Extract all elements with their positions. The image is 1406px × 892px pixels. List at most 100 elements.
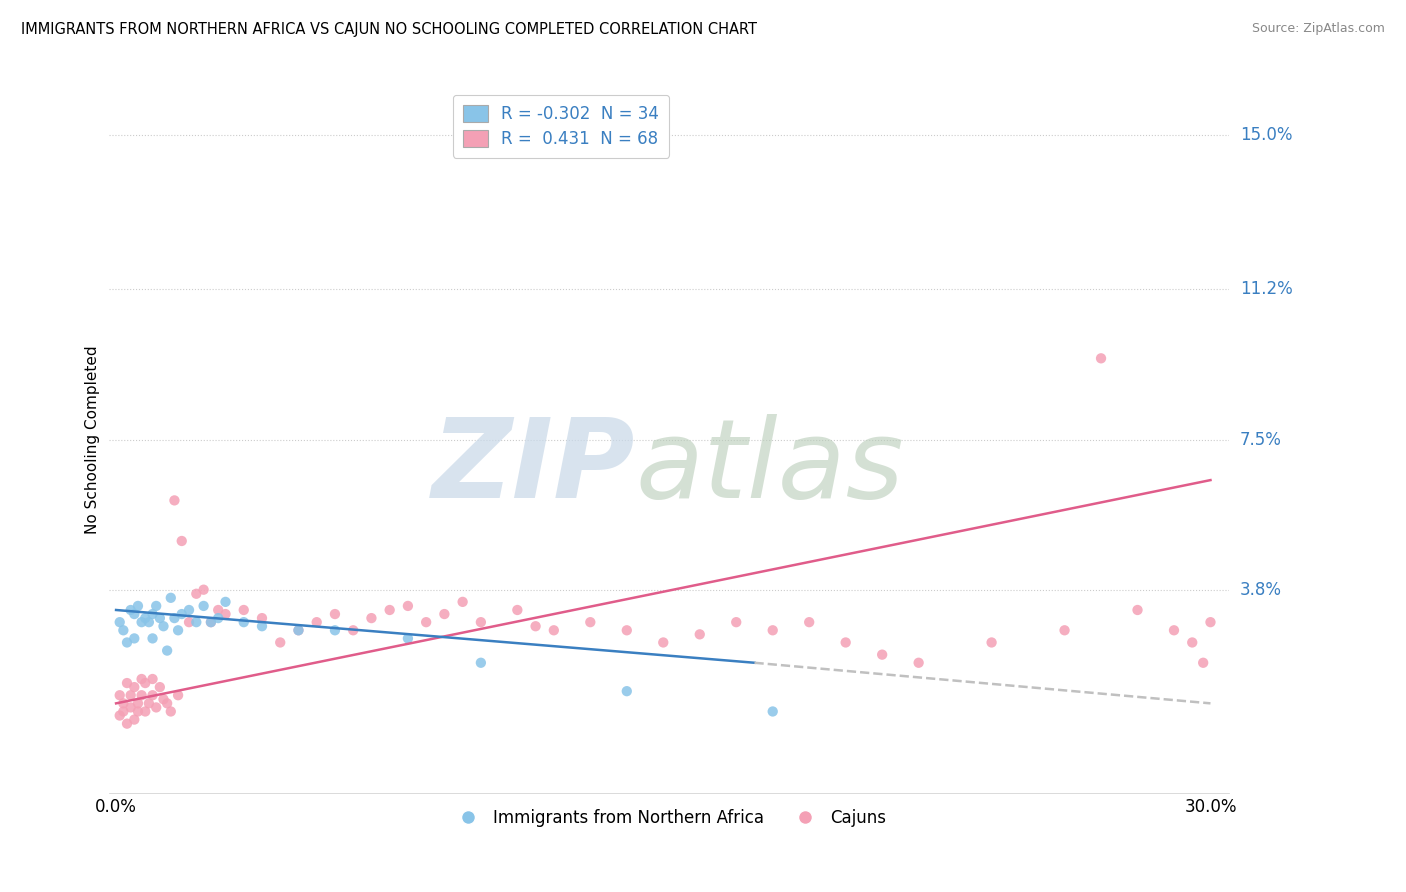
Point	[250, 619, 273, 633]
Point	[287, 624, 309, 638]
Point	[323, 624, 346, 638]
Point	[124, 713, 146, 727]
Text: 7.5%: 7.5%	[1240, 431, 1282, 449]
Point	[980, 635, 1002, 649]
Point	[269, 635, 291, 649]
Point	[124, 680, 146, 694]
Point	[108, 708, 131, 723]
Point	[433, 607, 456, 621]
Point	[1126, 603, 1149, 617]
Point	[200, 615, 222, 629]
Point	[652, 635, 675, 649]
Point	[470, 615, 492, 629]
Text: atlas: atlas	[636, 414, 904, 521]
Point	[141, 607, 163, 621]
Text: 3.8%: 3.8%	[1240, 581, 1282, 599]
Point	[214, 595, 236, 609]
Point	[360, 611, 382, 625]
Point	[305, 615, 328, 629]
Point	[1090, 351, 1112, 366]
Point	[145, 700, 167, 714]
Point	[112, 624, 135, 638]
Point	[152, 619, 174, 633]
Point	[762, 705, 785, 719]
Point	[470, 656, 492, 670]
Point	[451, 595, 474, 609]
Point	[124, 632, 146, 646]
Point	[141, 672, 163, 686]
Point	[115, 716, 138, 731]
Point	[145, 599, 167, 613]
Point	[167, 688, 190, 702]
Point	[1192, 656, 1215, 670]
Point	[287, 624, 309, 638]
Point	[134, 611, 156, 625]
Point	[112, 705, 135, 719]
Point	[396, 599, 419, 613]
Point	[134, 676, 156, 690]
Point	[342, 624, 364, 638]
Point	[250, 611, 273, 625]
Point	[156, 643, 179, 657]
Point	[186, 587, 208, 601]
Point	[108, 688, 131, 702]
Point	[149, 611, 172, 625]
Point	[156, 697, 179, 711]
Text: Source: ZipAtlas.com: Source: ZipAtlas.com	[1251, 22, 1385, 36]
Point	[579, 615, 602, 629]
Point	[689, 627, 711, 641]
Point	[186, 615, 208, 629]
Point	[115, 676, 138, 690]
Point	[134, 705, 156, 719]
Text: 15.0%: 15.0%	[1240, 126, 1292, 145]
Point	[149, 680, 172, 694]
Point	[725, 615, 748, 629]
Point	[323, 607, 346, 621]
Point	[163, 493, 186, 508]
Point	[907, 656, 929, 670]
Point	[1181, 635, 1204, 649]
Point	[193, 599, 215, 613]
Point	[177, 615, 200, 629]
Point	[506, 603, 529, 617]
Point	[616, 684, 638, 698]
Point	[378, 603, 401, 617]
Point	[131, 672, 153, 686]
Point	[232, 615, 254, 629]
Point	[543, 624, 565, 638]
Point	[108, 615, 131, 629]
Point	[120, 603, 142, 617]
Point	[415, 615, 437, 629]
Point	[177, 603, 200, 617]
Point	[870, 648, 893, 662]
Point	[232, 603, 254, 617]
Point	[127, 705, 149, 719]
Point	[170, 607, 193, 621]
Legend: Immigrants from Northern Africa, Cajuns: Immigrants from Northern Africa, Cajuns	[444, 803, 893, 834]
Point	[616, 624, 638, 638]
Point	[1199, 615, 1222, 629]
Point	[524, 619, 547, 633]
Point	[115, 635, 138, 649]
Point	[799, 615, 821, 629]
Point	[127, 697, 149, 711]
Text: IMMIGRANTS FROM NORTHERN AFRICA VS CAJUN NO SCHOOLING COMPLETED CORRELATION CHAR: IMMIGRANTS FROM NORTHERN AFRICA VS CAJUN…	[21, 22, 756, 37]
Point	[127, 599, 149, 613]
Point	[141, 632, 163, 646]
Point	[834, 635, 856, 649]
Point	[112, 697, 135, 711]
Point	[120, 700, 142, 714]
Point	[207, 603, 229, 617]
Point	[163, 611, 186, 625]
Text: 11.2%: 11.2%	[1240, 280, 1292, 298]
Point	[159, 591, 181, 605]
Y-axis label: No Schooling Completed: No Schooling Completed	[86, 345, 100, 533]
Point	[152, 692, 174, 706]
Point	[193, 582, 215, 597]
Point	[138, 615, 160, 629]
Point	[1163, 624, 1185, 638]
Point	[124, 607, 146, 621]
Point	[159, 705, 181, 719]
Point	[138, 697, 160, 711]
Point	[131, 688, 153, 702]
